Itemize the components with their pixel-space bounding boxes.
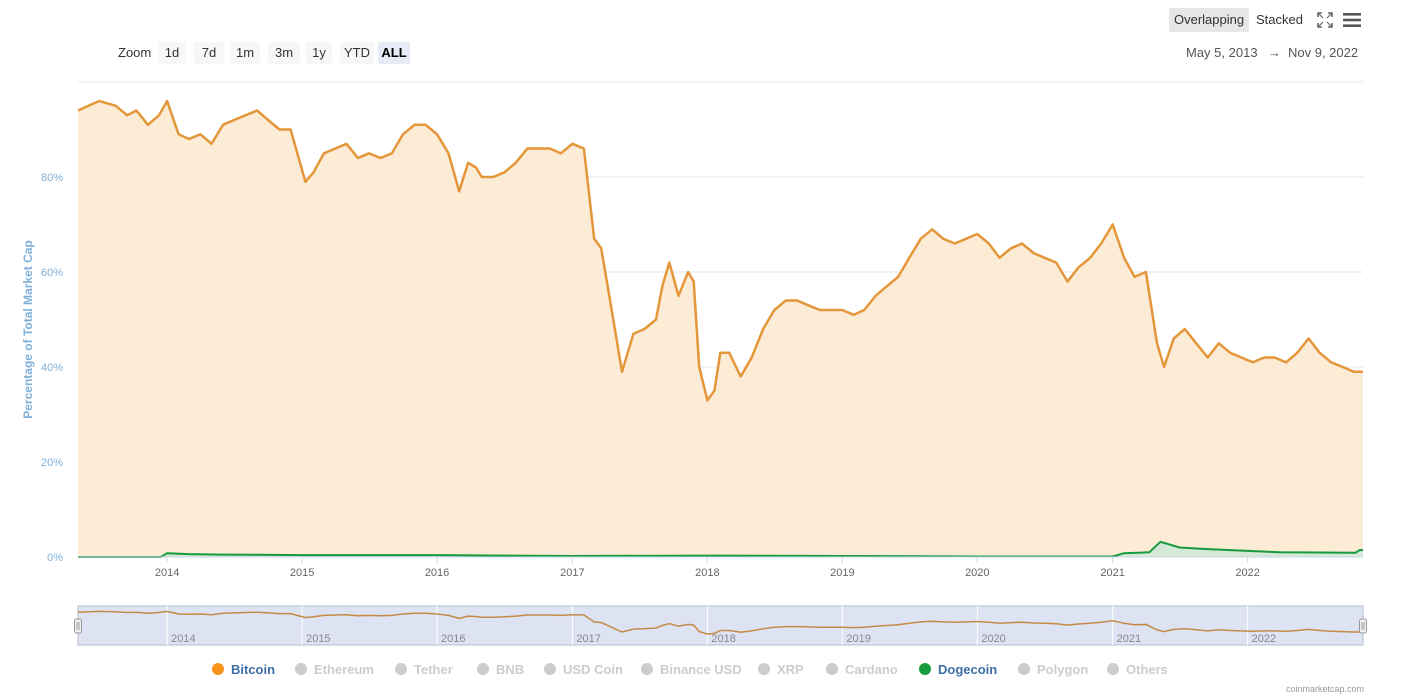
menu-icon[interactable] <box>1342 12 1362 28</box>
zoom-1d-button[interactable]: 1d <box>158 42 186 64</box>
legend-dot <box>477 663 489 675</box>
legend-item-binance-usd[interactable]: Binance USD <box>641 661 742 679</box>
x-tick-label: 2021 <box>1100 567 1124 579</box>
y-tick-label: 80% <box>41 172 63 184</box>
legend-item-bitcoin[interactable]: Bitcoin <box>212 661 275 679</box>
legend-label: Cardano <box>845 662 898 677</box>
bitcoin-line <box>77 99 1363 402</box>
legend-label: Dogecoin <box>938 662 998 677</box>
x-tick-label: 2020 <box>965 567 989 579</box>
legend-dot <box>1107 663 1119 675</box>
x-tick-label: 2017 <box>560 567 584 579</box>
navigator-tick-label: 2017 <box>576 633 600 645</box>
legend-label: Ethereum <box>314 662 374 677</box>
navigator-tick-label: 2014 <box>171 633 195 645</box>
navigator-bitcoin-line <box>77 610 1363 635</box>
legend-item-bnb[interactable]: BNB <box>477 661 524 679</box>
legend-item-cardano[interactable]: Cardano <box>826 661 898 679</box>
x-tick-label: 2018 <box>695 567 719 579</box>
zoom-all-button[interactable]: ALL <box>378 42 410 64</box>
y-tick-label: 20% <box>41 457 63 469</box>
navigator-right-handle[interactable] <box>1359 618 1367 634</box>
legend-item-dogecoin[interactable]: Dogecoin <box>919 661 997 679</box>
zoom-label: Zoom <box>118 45 152 60</box>
y-tick-label: 60% <box>41 267 63 279</box>
y-tick-label: 40% <box>41 362 63 374</box>
x-tick-label: 2014 <box>155 567 179 579</box>
range-from[interactable]: May 5, 2013 <box>1186 45 1258 60</box>
dominance-chart[interactable]: 0% 20% 40% 60% 80% Percentage of Total Market… <box>0 0 1412 600</box>
legend-label: BNB <box>496 662 525 677</box>
legend-item-tether[interactable]: Tether <box>395 661 453 679</box>
x-tick-label: 2015 <box>290 567 314 579</box>
navigator-tick-label: 2016 <box>441 633 465 645</box>
legend-label: USD Coin <box>563 662 623 677</box>
zoom-7d-button[interactable]: 7d <box>194 42 224 64</box>
range-arrow: → <box>1268 45 1281 60</box>
stacked-button[interactable]: Stacked <box>1256 12 1303 27</box>
bitcoin-area <box>78 101 1363 557</box>
zoom-ytd-button[interactable]: YTD <box>340 42 374 64</box>
legend-label: XRP <box>777 662 804 677</box>
zoom-1y-button[interactable]: 1y <box>306 42 332 64</box>
zoom-3m-button[interactable]: 3m <box>268 42 300 64</box>
legend-label: Polygon <box>1037 662 1089 677</box>
legend-item-usd-coin[interactable]: USD Coin <box>544 661 623 679</box>
legend-dot <box>641 663 653 675</box>
legend-item-polygon[interactable]: Polygon <box>1018 661 1088 679</box>
navigator-tick-label: 2018 <box>711 633 735 645</box>
zoom-1m-button[interactable]: 1m <box>230 42 260 64</box>
navigator[interactable]: 2014 2015 2016 2017 2018 2019 2020 2021 2022 <box>0 600 1412 652</box>
legend-dot <box>544 663 556 675</box>
y-axis-label: Percentage of Total Market Cap <box>21 240 35 419</box>
dogecoin-area <box>78 541 1363 557</box>
navigator-tick-label: 2022 <box>1252 633 1276 645</box>
legend-item-others[interactable]: Others <box>1107 661 1168 679</box>
legend-item-xrp[interactable]: XRP <box>758 661 804 679</box>
credit-text: coinmarketcap.com <box>1285 684 1364 694</box>
legend-label: Binance USD <box>660 662 742 677</box>
navigator-tick-label: 2015 <box>306 633 330 645</box>
navigator-tick-label: 2021 <box>1117 633 1141 645</box>
legend-dot <box>295 663 307 675</box>
x-tick-label: 2019 <box>830 567 854 579</box>
legend-label: Others <box>1126 662 1168 677</box>
fullscreen-icon[interactable] <box>1317 12 1333 28</box>
legend-dot <box>1018 663 1030 675</box>
navigator-tick-label: 2019 <box>846 633 870 645</box>
legend-dot <box>212 663 224 675</box>
navigator-left-handle[interactable] <box>74 618 82 634</box>
x-tick-label: 2016 <box>425 567 449 579</box>
y-tick-label: 0% <box>47 552 63 564</box>
legend-dot <box>826 663 838 675</box>
legend-dot <box>758 663 770 675</box>
legend-label: Tether <box>414 662 453 677</box>
range-to[interactable]: Nov 9, 2022 <box>1288 45 1359 60</box>
legend-dot <box>919 663 931 675</box>
legend-dot <box>395 663 407 675</box>
x-tick-label: 2022 <box>1235 567 1259 579</box>
navigator-tick-label: 2020 <box>981 633 1005 645</box>
legend-label: Bitcoin <box>231 662 276 677</box>
legend-item-ethereum[interactable]: Ethereum <box>295 661 374 679</box>
overlapping-button[interactable]: Overlapping <box>1169 8 1249 32</box>
